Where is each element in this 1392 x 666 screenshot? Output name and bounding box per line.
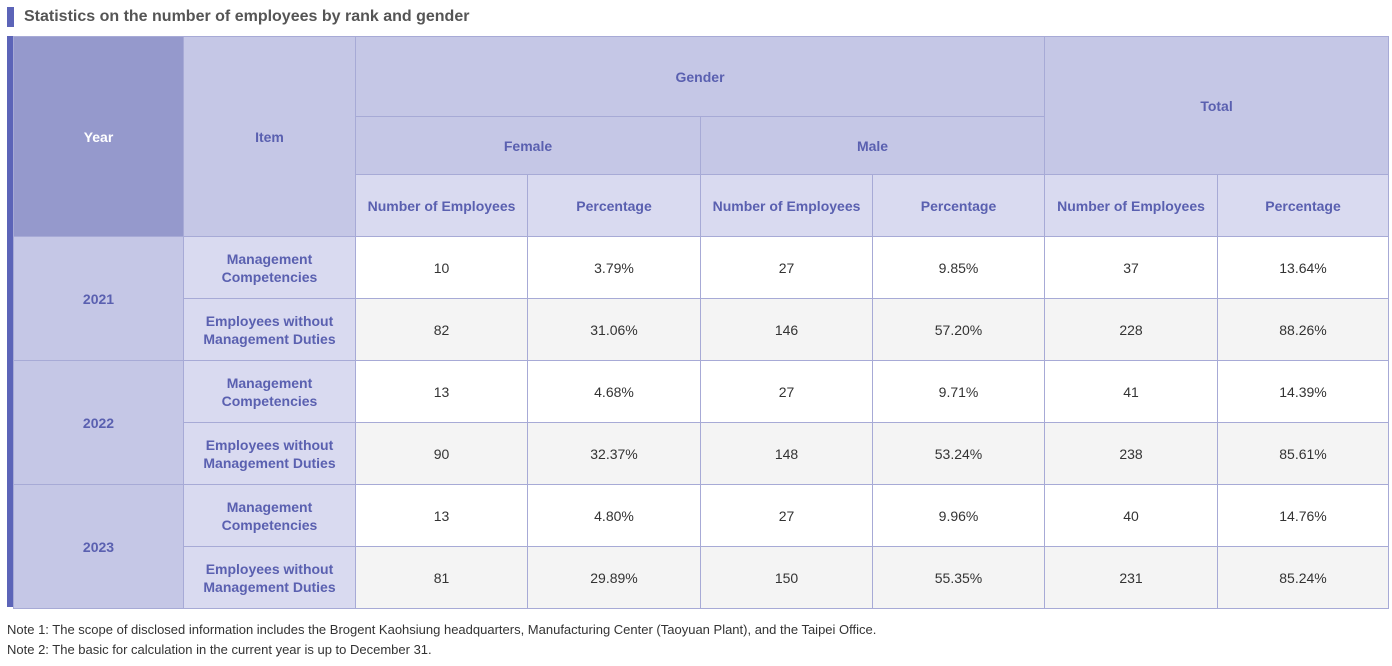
female-count-cell: 90	[355, 422, 528, 485]
male-pct-cell: 9.96%	[871, 484, 1046, 547]
note-1: Note 1: The scope of disclosed informati…	[7, 622, 877, 637]
table-row: Employees without Management Duties 90 3…	[14, 422, 1390, 485]
male-count-cell: 27	[700, 360, 873, 423]
header-total-pct: Percentage	[1217, 174, 1390, 237]
header-year: Year	[13, 36, 184, 237]
female-pct-cell: 32.37%	[527, 422, 701, 485]
male-pct-cell: 9.85%	[871, 236, 1046, 299]
male-count-cell: 148	[700, 422, 873, 485]
page-title: Statistics on the number of employees by…	[24, 8, 470, 25]
header-female: Female	[355, 116, 701, 175]
male-count-cell: 27	[700, 484, 873, 547]
female-count-cell: 13	[355, 360, 528, 423]
female-count-cell: 81	[355, 546, 528, 609]
header-male: Male	[699, 116, 1046, 175]
total-count-cell: 228	[1044, 298, 1219, 361]
male-count-cell: 27	[700, 236, 873, 299]
page-title-bar: Statistics on the number of employees by…	[7, 6, 469, 28]
total-pct-cell: 85.61%	[1217, 422, 1390, 485]
male-pct-cell: 55.35%	[871, 546, 1046, 609]
header-male-num: Number of Employees	[700, 174, 873, 237]
total-pct-cell: 14.76%	[1217, 484, 1390, 547]
table-accent-strip	[7, 36, 14, 607]
year-cell: 2023	[13, 484, 184, 609]
year-cell: 2021	[13, 236, 184, 361]
total-pct-cell: 13.64%	[1217, 236, 1390, 299]
item-cell: Management Competencies	[183, 360, 356, 423]
item-cell: Employees without Management Duties	[183, 422, 356, 485]
header-male-pct: Percentage	[871, 174, 1046, 237]
item-cell: Management Competencies	[183, 236, 356, 299]
title-accent-bar	[7, 7, 14, 27]
female-pct-cell: 3.79%	[527, 236, 701, 299]
table-row: 2023 Management Competencies 13 4.80% 27…	[13, 484, 1390, 609]
table-row: Employees without Management Duties 82 3…	[14, 298, 1390, 361]
item-cell: Employees without Management Duties	[183, 298, 356, 361]
total-pct-cell: 14.39%	[1217, 360, 1390, 423]
male-count-cell: 150	[700, 546, 873, 609]
total-count-cell: 238	[1044, 422, 1219, 485]
item-cell: Employees without Management Duties	[183, 546, 356, 609]
female-pct-cell: 29.89%	[527, 546, 701, 609]
item-cell: Management Competencies	[183, 484, 356, 547]
total-count-cell: 40	[1044, 484, 1219, 547]
total-pct-cell: 85.24%	[1217, 546, 1390, 609]
notes-section: Note 1: The scope of disclosed informati…	[7, 620, 876, 660]
total-count-cell: 231	[1044, 546, 1219, 609]
header-female-num: Number of Employees	[355, 174, 528, 237]
header-item: Item	[183, 36, 356, 237]
total-pct-cell: 88.26%	[1217, 298, 1390, 361]
male-pct-cell: 57.20%	[871, 298, 1046, 361]
table-row: Employees without Management Duties 81 2…	[14, 546, 1390, 609]
female-count-cell: 13	[355, 484, 528, 547]
female-pct-cell: 31.06%	[527, 298, 701, 361]
header-female-pct: Percentage	[527, 174, 701, 237]
male-pct-cell: 9.71%	[871, 360, 1046, 423]
table-row: 2022 Management Competencies 13 4.68% 27…	[13, 360, 1390, 485]
stats-table-wrapper: Year Item Gender Total Female Male Numbe…	[7, 36, 1390, 609]
female-count-cell: 10	[355, 236, 528, 299]
female-pct-cell: 4.68%	[527, 360, 701, 423]
male-pct-cell: 53.24%	[871, 422, 1046, 485]
note-2: Note 2: The basic for calculation in the…	[7, 642, 432, 657]
year-cell: 2022	[13, 360, 184, 485]
header-total: Total	[1044, 36, 1390, 175]
table-row: 2021 Management Competencies 10 3.79% 27…	[13, 236, 1390, 361]
female-pct-cell: 4.80%	[527, 484, 701, 547]
female-count-cell: 82	[355, 298, 528, 361]
male-count-cell: 146	[700, 298, 873, 361]
total-count-cell: 41	[1044, 360, 1219, 423]
employee-stats-table: Year Item Gender Total Female Male Numbe…	[13, 36, 1390, 609]
total-count-cell: 37	[1044, 236, 1219, 299]
header-gender: Gender	[354, 36, 1046, 117]
header-total-num: Number of Employees	[1044, 174, 1219, 237]
